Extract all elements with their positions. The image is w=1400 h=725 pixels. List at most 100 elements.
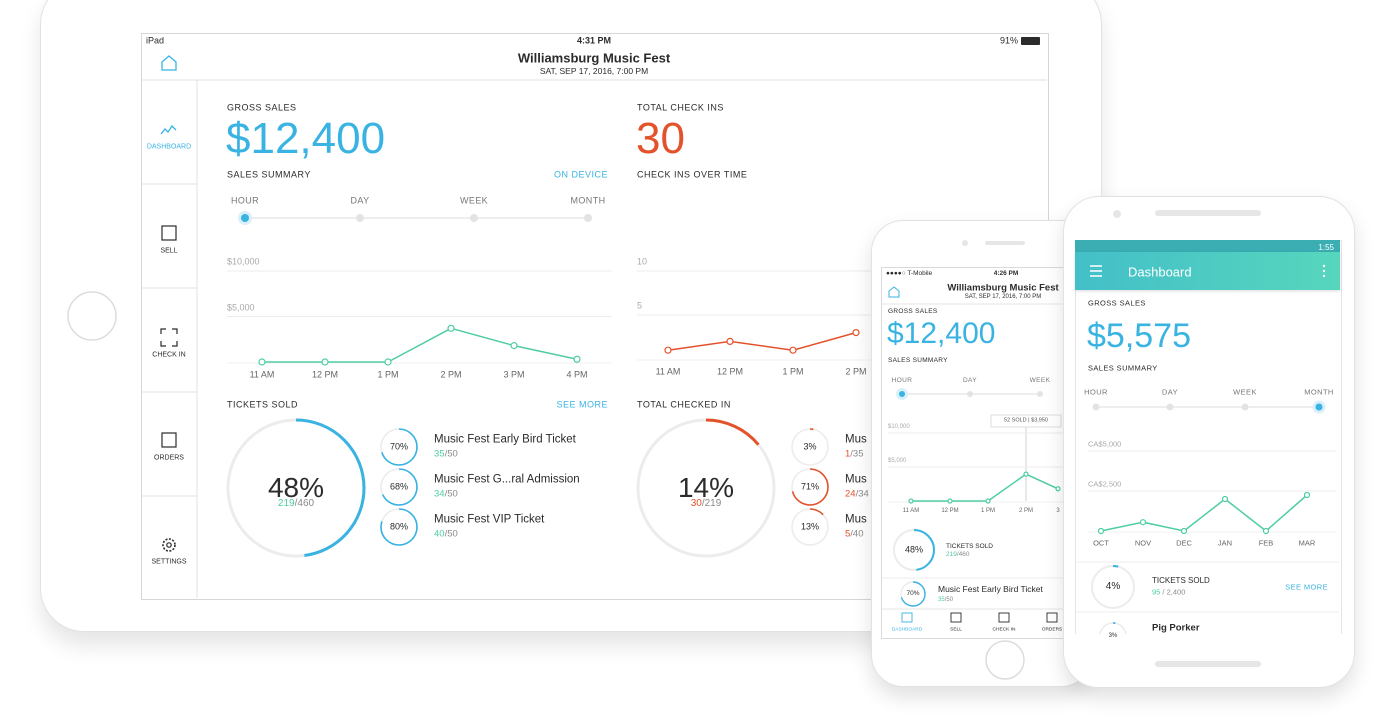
nav-item[interactable]: DASHBOARD bbox=[146, 143, 192, 151]
count-part: 34 bbox=[434, 488, 445, 500]
metric-label: GROSS SALES bbox=[888, 307, 938, 315]
period-dot bbox=[1315, 403, 1323, 411]
count-part: /50 bbox=[444, 488, 458, 500]
home-icon bbox=[161, 55, 177, 71]
section-action[interactable]: SEE MORE bbox=[556, 399, 608, 410]
status-time: 4:31 PM bbox=[576, 35, 612, 46]
period-option[interactable]: WEEK bbox=[1029, 376, 1051, 384]
point bbox=[258, 358, 266, 366]
ring-label: 70% bbox=[389, 441, 409, 452]
period-option[interactable]: HOUR bbox=[1084, 387, 1108, 397]
period-option[interactable]: HOUR bbox=[891, 376, 913, 384]
status-bar bbox=[1075, 240, 1340, 252]
x-tick-label: 11 AM bbox=[655, 366, 681, 377]
x-tick-label: 12 PM bbox=[311, 369, 339, 380]
count-part: 30 bbox=[690, 498, 702, 509]
period-option[interactable]: DAY bbox=[962, 376, 978, 384]
section-title: TICKETS SOLD bbox=[227, 399, 299, 410]
tab-item[interactable]: ORDERS bbox=[1041, 627, 1063, 633]
nav-icon bbox=[161, 225, 177, 241]
x-tick-label: OCT bbox=[1093, 537, 1109, 547]
nav-icon bbox=[160, 328, 178, 347]
ticket-name: Mus bbox=[845, 433, 867, 446]
count-part: /460 bbox=[294, 498, 315, 509]
section-title: SALES SUMMARY bbox=[888, 356, 948, 364]
phone-screen bbox=[881, 267, 1083, 639]
point bbox=[1303, 491, 1311, 499]
period-option[interactable]: MONTH bbox=[1304, 387, 1334, 397]
ring-arc bbox=[636, 418, 776, 558]
x-tick-label: DEC bbox=[1176, 537, 1192, 547]
x-tick-label: 3 PM bbox=[503, 369, 525, 380]
point bbox=[384, 358, 392, 366]
overflow-icon bbox=[1322, 269, 1326, 273]
metric-value: $5,575 bbox=[1087, 317, 1191, 355]
x-tick-label: JAN bbox=[1217, 537, 1233, 547]
nav-item[interactable]: CHECK IN bbox=[152, 351, 186, 359]
count-part: /50 bbox=[444, 448, 458, 460]
x-tick-label: NOV bbox=[1134, 537, 1152, 547]
ring-label: 13% bbox=[800, 521, 820, 532]
x-tick-label: 4 PM bbox=[566, 369, 588, 380]
ring-label: 4% bbox=[1105, 581, 1121, 592]
count-part: 5 bbox=[845, 528, 851, 540]
period-option[interactable]: WEEK bbox=[459, 195, 489, 206]
nav-item[interactable]: SETTINGS bbox=[151, 558, 187, 566]
line bbox=[667, 331, 857, 351]
count: 40/50 bbox=[434, 529, 458, 539]
camera bbox=[1113, 210, 1121, 218]
x-tick-label: 1 PM bbox=[980, 508, 996, 514]
period-option[interactable]: DAY bbox=[1161, 387, 1179, 397]
ring-arc bbox=[791, 428, 829, 466]
section-action[interactable]: SEE MORE bbox=[1285, 582, 1328, 592]
overflow-icon bbox=[1322, 274, 1326, 278]
section-title: CHECK INS OVER TIME bbox=[637, 169, 748, 180]
point bbox=[1262, 527, 1270, 535]
nav-item[interactable]: ORDERS bbox=[154, 454, 184, 462]
point bbox=[1023, 471, 1029, 477]
count: 95 / 2,400 bbox=[1152, 588, 1185, 596]
point bbox=[1139, 519, 1147, 526]
bottom-bezel bbox=[1064, 634, 1352, 654]
period-dot bbox=[1241, 403, 1249, 411]
point bbox=[664, 346, 672, 354]
count: 5/40 bbox=[845, 529, 864, 539]
status-battery: 91% bbox=[999, 35, 1018, 46]
ring-arc bbox=[791, 468, 829, 506]
home-button bbox=[985, 640, 1025, 680]
tab-item[interactable]: SELL bbox=[950, 627, 962, 633]
nav-icon bbox=[161, 432, 177, 448]
speaker bbox=[1155, 210, 1261, 216]
x-tick-label: FEB bbox=[1258, 537, 1274, 547]
tab-item[interactable]: DASHBOARD bbox=[891, 627, 923, 633]
count-part: 35 bbox=[434, 448, 445, 460]
section-action[interactable]: ON DEVICE bbox=[553, 169, 608, 180]
period-option[interactable]: DAY bbox=[350, 195, 370, 206]
period-option[interactable]: HOUR bbox=[230, 195, 260, 206]
metric-value: $12,400 bbox=[226, 114, 386, 163]
point bbox=[1055, 486, 1061, 492]
ring-label: 80% bbox=[389, 521, 409, 532]
y-tick-label: $5,000 bbox=[888, 458, 907, 464]
period-dot bbox=[967, 391, 973, 397]
count-part: /34 bbox=[855, 488, 869, 500]
y-tick-label: $10,000 bbox=[227, 256, 260, 267]
event-date: SAT, SEP 17, 2016, 7:00 PM bbox=[539, 65, 649, 76]
ring-label: 71% bbox=[800, 481, 820, 492]
period-option[interactable]: MONTH bbox=[570, 195, 606, 206]
section-title: SALES SUMMARY bbox=[227, 169, 311, 180]
speaker bbox=[985, 241, 1025, 245]
period-option[interactable]: WEEK bbox=[1233, 387, 1257, 397]
point bbox=[447, 324, 455, 332]
ticket-name: Pig Porker bbox=[1152, 622, 1200, 634]
section-title: TICKETS SOLD bbox=[1152, 576, 1210, 585]
tab-item[interactable]: CHECK IN bbox=[992, 627, 1016, 633]
point bbox=[947, 498, 953, 504]
point bbox=[908, 498, 914, 504]
count-part: 95 bbox=[1152, 587, 1161, 597]
count: 35/50 bbox=[938, 597, 953, 603]
ticket-name: Music Fest Early Bird Ticket bbox=[938, 583, 1043, 594]
nav-item[interactable]: SELL bbox=[160, 247, 178, 255]
